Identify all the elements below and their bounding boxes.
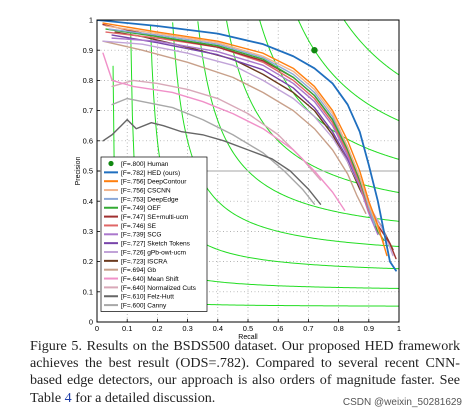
legend-label-5: [F=.749] OEF bbox=[121, 205, 161, 212]
legend-label-6: [F=.747] SE+multi-ucm bbox=[121, 214, 189, 221]
x-tick-label-1: 0.1 bbox=[122, 324, 132, 333]
series-line-1 bbox=[102, 22, 388, 257]
y-axis-label: Precision bbox=[75, 157, 82, 186]
x-tick-label-4: 0.4 bbox=[213, 324, 223, 333]
legend-label-14: [F=.640] Normalized Cuts bbox=[121, 285, 197, 292]
legend-label-13: [F=.640] Mean Shift bbox=[121, 276, 179, 283]
x-tick-label-7: 0.7 bbox=[303, 324, 313, 333]
x-tick-label-8: 0.8 bbox=[333, 324, 343, 333]
ticks bbox=[96, 19, 400, 323]
legend-label-2: [F=.756] DeepContour bbox=[121, 179, 187, 186]
y-tick-label-4: 0.4 bbox=[83, 197, 93, 206]
x-tick-label-6: 0.6 bbox=[273, 324, 283, 333]
y-tick-label-7: 0.7 bbox=[83, 106, 93, 115]
y-tick-label-5: 0.5 bbox=[83, 167, 93, 176]
caption-text-1: Results on the BSDS500 dataset. Our prop… bbox=[30, 338, 461, 406]
iso-f-curve-0.4 bbox=[172, 22, 399, 247]
legend: [F=.800] Human [F=.782] HED (ours) [F=.756… bbox=[100, 156, 208, 312]
series-line-12 bbox=[102, 52, 346, 211]
iso-f-curve-0.6 bbox=[226, 20, 399, 194]
y-tick-label-0: 0 bbox=[89, 318, 93, 327]
x-tick-label-3: 0.3 bbox=[182, 324, 192, 333]
caption-text-2: for a detailed discussion. bbox=[71, 389, 216, 406]
iso-f-curve-0.5 bbox=[197, 21, 399, 222]
y-tick-label-6: 0.6 bbox=[83, 136, 93, 145]
x-tick-label-10: 1 bbox=[397, 324, 401, 333]
series-line-7 bbox=[111, 37, 379, 236]
legend-label-11: [F=.723] ISCRA bbox=[121, 258, 168, 265]
pr-chart: 0 0.1 0.2 0.3 0.4 0.5 0.6 0.7 0.8 0.9 1 0 0.1 0.2 0.3 0… bbox=[75, 16, 402, 340]
legend-label-1: [F=.782] HED (ours) bbox=[121, 170, 180, 177]
legend-label-15: [F=.610] Felz-Hutt bbox=[121, 294, 174, 301]
y-tick-label-9: 0.9 bbox=[83, 46, 93, 55]
iso-f-curve-0.9 bbox=[343, 20, 399, 76]
legend-label-8: [F=.739] SCG bbox=[121, 232, 162, 239]
series-line-0 bbox=[97, 20, 397, 272]
legend-label-12: [F=.694] Gb bbox=[121, 267, 156, 274]
table-reference-link[interactable]: 4 bbox=[64, 389, 72, 406]
series-group bbox=[97, 20, 397, 272]
legend-label-16: [F=.600] Canny bbox=[121, 303, 167, 310]
figure-label: Figure 5. bbox=[30, 338, 83, 354]
x-tick-label-5: 0.5 bbox=[243, 324, 253, 333]
legend-box bbox=[100, 156, 208, 312]
x-tick-label-0: 0 bbox=[95, 324, 99, 333]
series-line-11 bbox=[102, 40, 367, 214]
y-tick-label-1: 0.1 bbox=[83, 287, 93, 296]
x-tick-label-2: 0.2 bbox=[152, 324, 162, 333]
y-tick-label-8: 0.8 bbox=[83, 76, 93, 85]
human-point bbox=[311, 47, 318, 54]
x-axis-label: Recall bbox=[238, 334, 258, 340]
legend-label-0: [F=.800] Human bbox=[121, 161, 169, 168]
watermark: CSDN @weixin_50281629 bbox=[342, 397, 462, 408]
legend-label-9: [F=.727] Sketch Tokens bbox=[121, 241, 191, 248]
tick-labels: 0 0.1 0.2 0.3 0.4 0.5 0.6 0.7 0.8 0.9 1 0 0.1 0.2 0.3 0… bbox=[83, 16, 402, 333]
legend-label-3: [F=.756] CSCNN bbox=[121, 187, 171, 194]
series-line-2 bbox=[105, 25, 385, 245]
y-tick-label-10: 1 bbox=[89, 16, 93, 25]
series-line-15 bbox=[111, 97, 316, 205]
series-line-14 bbox=[102, 118, 322, 205]
legend-label-10: [F=.726] gPb-owt-ucm bbox=[121, 249, 187, 256]
legend-label-4: [F=.753] DeepEdge bbox=[121, 196, 179, 203]
legend-label-7: [F=.746] SE bbox=[121, 223, 157, 230]
y-tick-label-2: 0.2 bbox=[83, 257, 93, 266]
figure-caption: Figure 5. Results on the BSDS500 dataset… bbox=[30, 338, 460, 407]
y-tick-label-3: 0.3 bbox=[83, 227, 93, 236]
x-tick-label-9: 0.9 bbox=[364, 324, 374, 333]
legend-marker-0 bbox=[108, 160, 114, 167]
